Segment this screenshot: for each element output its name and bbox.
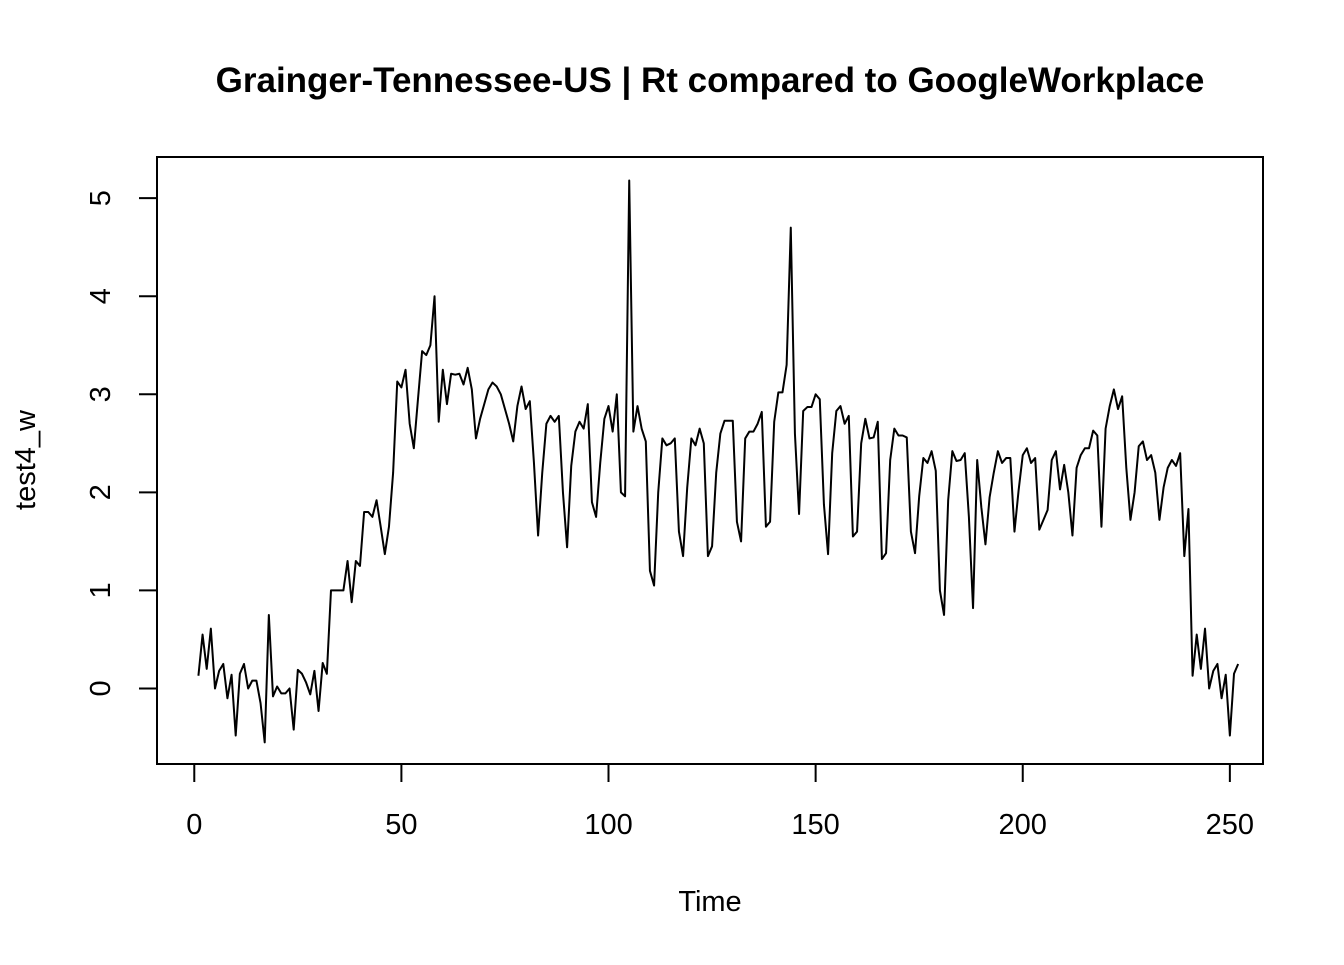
y-axis: 0 1 2 3 4 5 [85,190,158,697]
x-tick-label: 0 [186,809,202,841]
x-tick-label: 200 [999,809,1047,841]
y-tick-label: 5 [85,190,117,206]
y-tick-label: 0 [85,680,117,696]
y-tick-label: 1 [85,582,117,598]
x-tick-label: 150 [791,809,839,841]
y-tick-label: 2 [85,484,117,500]
x-axis: 0 50 100 150 200 250 [186,763,1254,841]
x-tick-label: 50 [385,809,417,841]
x-tick-label: 100 [584,809,632,841]
y-axis-label: test4_w [10,409,42,510]
plot-frame [156,156,1264,765]
y-tick-label: 4 [85,288,117,304]
y-tick-label: 3 [85,386,117,402]
x-axis-label: Time [678,886,741,918]
x-tick-label: 250 [1206,809,1254,841]
chart-title: Grainger-Tennessee-US | Rt compared to G… [216,61,1205,100]
series-line [197,179,1240,744]
